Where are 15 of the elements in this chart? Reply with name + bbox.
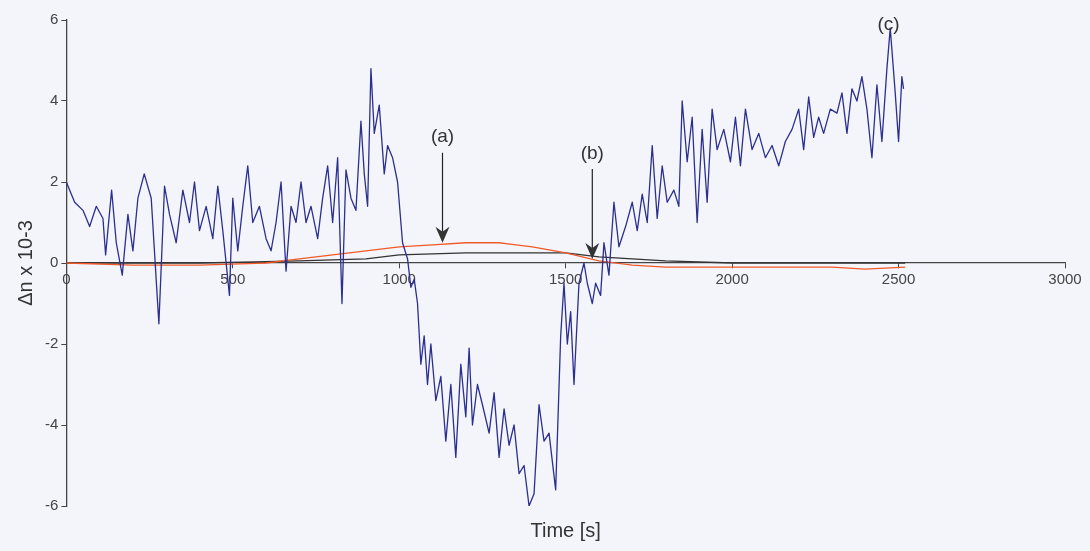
x-tick-label: 2500 [881,270,916,288]
x-tick-label: 3000 [1048,270,1082,288]
y-tick-label: 6 [49,10,59,28]
x-axis-title: Time [s] [530,518,601,541]
y-axis-title: Δn x 10-3 [13,220,36,306]
y-tick-label: 0 [49,253,59,271]
y-tick-label: 2 [49,172,59,190]
x-tick-label: 2000 [715,270,749,288]
y-tick-label: -6 [44,496,59,514]
annotation: (b) [580,141,604,163]
annotation: (a) [430,125,455,147]
y-tick-label: 4 [49,91,59,109]
y-tick-label: -2 [44,334,59,352]
annotation: (c) [877,12,900,34]
y-tick-label: -4 [44,415,59,433]
